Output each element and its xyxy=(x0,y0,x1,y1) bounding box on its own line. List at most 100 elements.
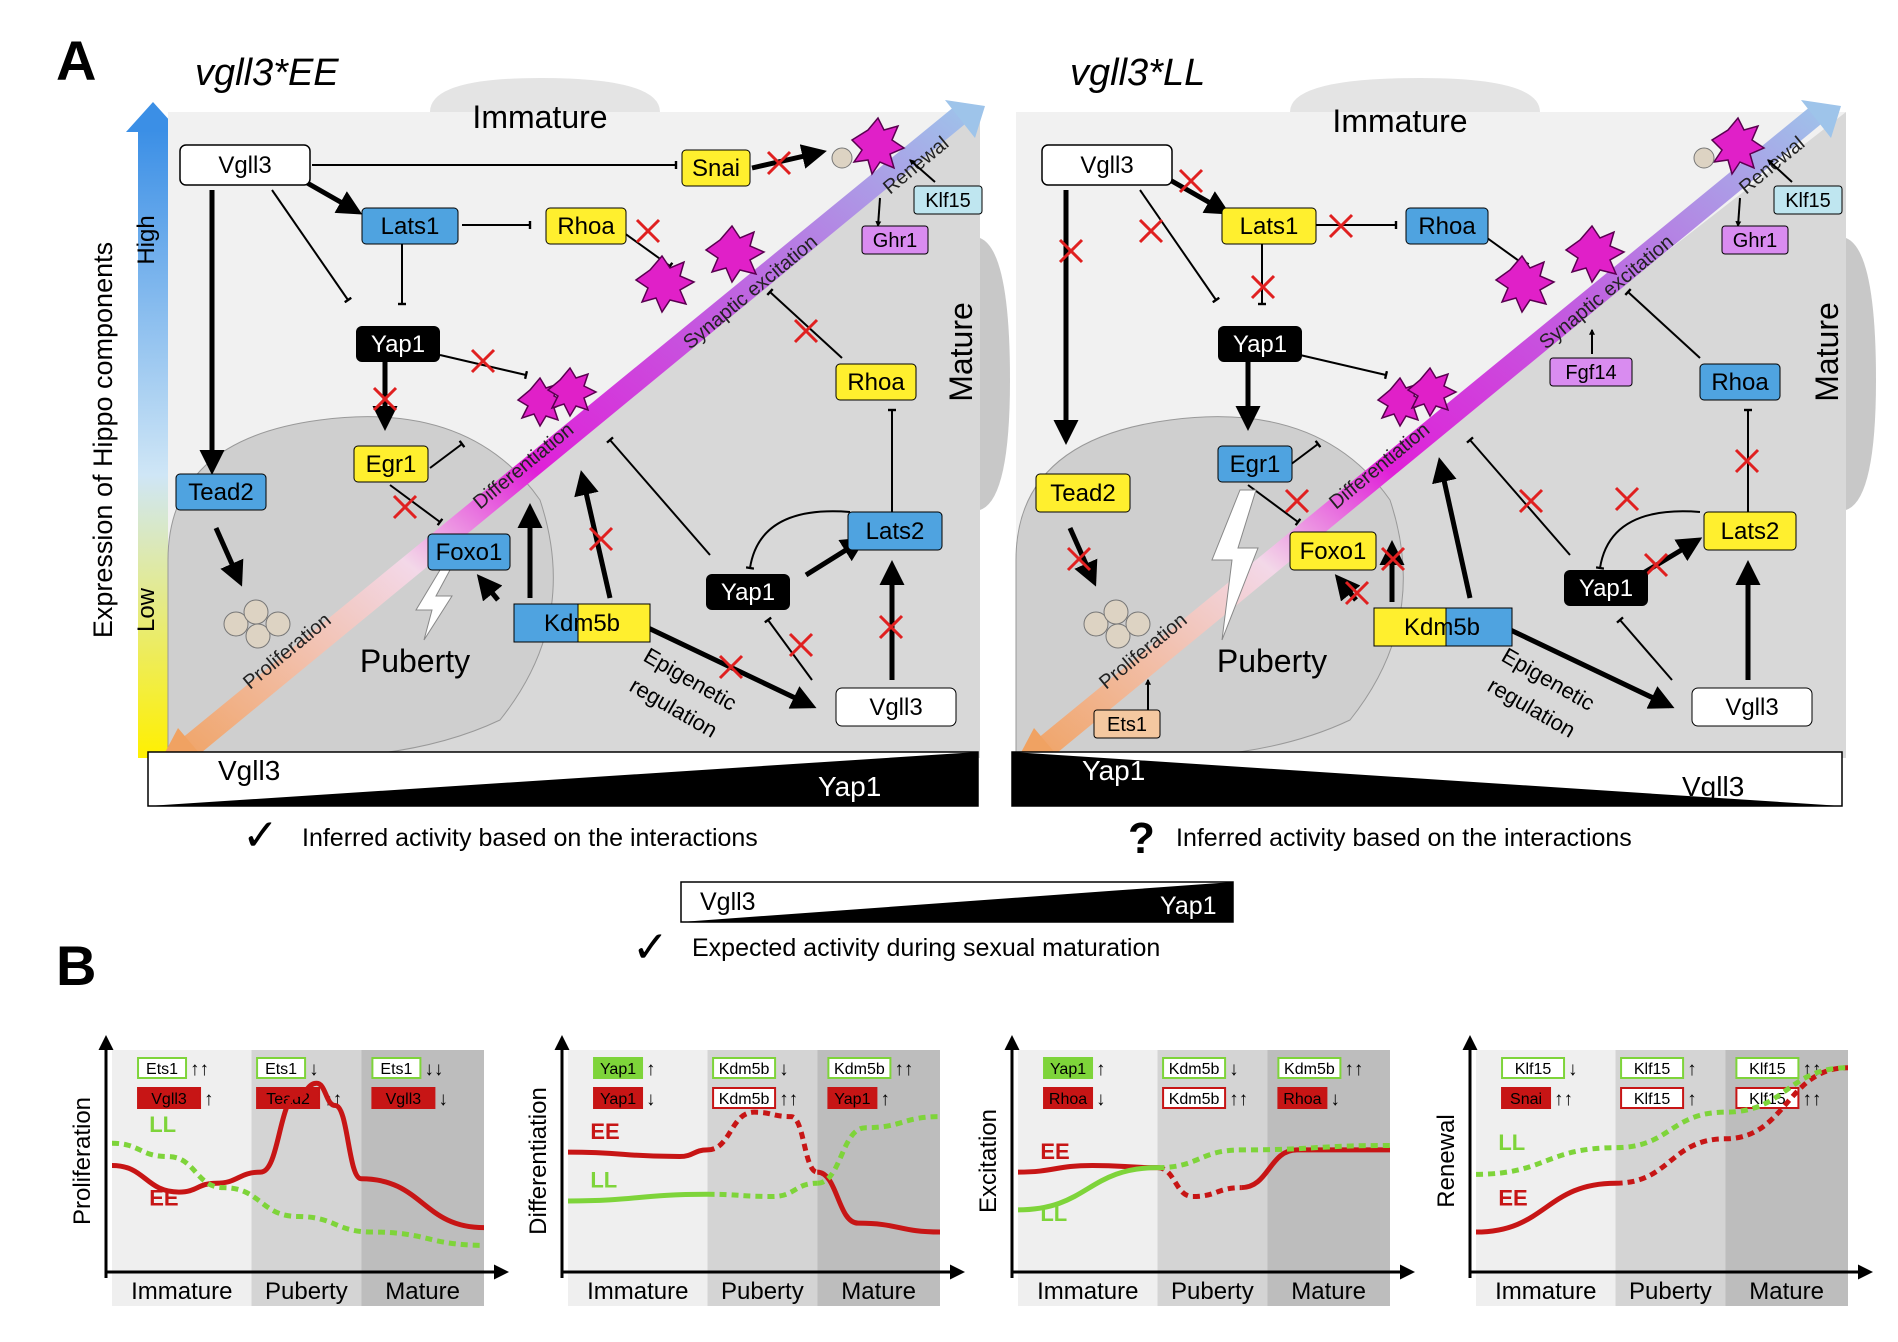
center-caption: Expected activity during sexual maturati… xyxy=(692,934,1160,962)
gene-tag-label: Klf15 xyxy=(1634,1061,1671,1078)
gene-tag xyxy=(593,1087,644,1109)
right-caption: Inferred activity based on the interacti… xyxy=(1176,824,1632,852)
left-node-kdm5b: Kdm5b xyxy=(513,603,651,643)
svg-text:Egr1: Egr1 xyxy=(366,451,417,478)
left-nodes: Vgll3 Snai Lats1 Rhoa Yap1 Egr1 Tead2 Fo… xyxy=(175,144,983,727)
svg-text:Kdm5b: Kdm5b xyxy=(1404,614,1480,641)
gene-tag-label: Kdm5b xyxy=(719,1061,770,1078)
y-axis-high: High xyxy=(133,215,160,264)
trend-arrow: ↓ xyxy=(438,1089,448,1110)
svg-text:Ets1: Ets1 xyxy=(1107,714,1147,736)
gene-tag xyxy=(1620,1087,1685,1109)
trend-arrow: ↑↑ xyxy=(190,1059,209,1080)
gene-tag-label: Ets1 xyxy=(146,1061,178,1078)
left-node-yap1-top: Yap1 xyxy=(356,326,440,362)
svg-text:Foxo1: Foxo1 xyxy=(436,539,503,566)
trend-arrow: ↑↑ xyxy=(1344,1059,1363,1080)
trend-arrow: ↑ xyxy=(1687,1059,1697,1080)
svg-text:Tead2: Tead2 xyxy=(1050,480,1115,507)
gene-tag xyxy=(256,1057,307,1079)
panel-b-plot-3: Immature Puberty Mature Excitation Yap1 ↑ Kdm5… xyxy=(975,1035,1415,1306)
ee-label: EE xyxy=(590,1119,619,1144)
svg-text:Yap1: Yap1 xyxy=(371,331,425,358)
gene-tag-label: Vgll3 xyxy=(386,1091,422,1108)
left-node-lats2: Lats2 xyxy=(847,511,943,551)
svg-text:Yap1: Yap1 xyxy=(1082,755,1145,786)
ll-label: LL xyxy=(149,1112,176,1137)
svg-text:Yap1: Yap1 xyxy=(1579,575,1633,602)
gene-tag-label: Kdm5b xyxy=(834,1061,885,1078)
gene-tag xyxy=(1735,1087,1800,1109)
trend-arrow: ↓ xyxy=(779,1059,789,1080)
svg-text:Snai: Snai xyxy=(692,155,740,182)
gene-tag xyxy=(137,1057,188,1079)
gene-tag xyxy=(1162,1057,1227,1079)
gene-tag-label: Rhoa xyxy=(1283,1091,1321,1108)
right-mature-label: Mature xyxy=(1809,302,1845,402)
center-wedge-bar: Vgll3 Yap1 xyxy=(680,881,1234,923)
y-axis-label: Expression of Hippo components xyxy=(88,242,118,638)
right-node-tead2: Tead2 xyxy=(1035,473,1131,513)
stage-label: Puberty xyxy=(265,1278,348,1305)
stage-label: Puberty xyxy=(1171,1278,1254,1305)
right-node-egr1: Egr1 xyxy=(1217,445,1293,483)
ee-curve xyxy=(1157,1165,1242,1200)
stage-label: Mature xyxy=(1291,1278,1366,1305)
y-axis-low: Low xyxy=(133,587,160,632)
ll-curve xyxy=(707,1180,818,1200)
left-node-ghr1: Ghr1 xyxy=(861,225,929,255)
trend-arrow: ↑↑ xyxy=(894,1059,913,1080)
right-node-yap1-bottom: Yap1 xyxy=(1564,570,1648,606)
svg-text:Yap1: Yap1 xyxy=(721,579,775,606)
gene-tag xyxy=(1501,1087,1552,1109)
trend-arrow: ↓ xyxy=(1229,1059,1239,1080)
svg-text:Rhoa: Rhoa xyxy=(847,369,905,396)
right-node-lats1: Lats1 xyxy=(1221,207,1317,245)
gene-tag-label: Kdm5b xyxy=(719,1091,770,1108)
trend-arrow: ↑ xyxy=(204,1089,214,1110)
panel-b-letter: B xyxy=(56,934,96,997)
gene-tag-label: Snai xyxy=(1510,1091,1542,1108)
y-axis-label: Differentiation xyxy=(525,1087,552,1235)
right-puberty-label: Puberty xyxy=(1217,643,1327,679)
right-node-vgll3-top: Vgll3 xyxy=(1041,144,1173,186)
ll-label: LL xyxy=(1498,1130,1525,1155)
svg-text:Rhoa: Rhoa xyxy=(1418,213,1476,240)
stage-label: Immature xyxy=(587,1278,688,1305)
stage-label: Mature xyxy=(841,1278,916,1305)
trend-arrow: ↑↑ xyxy=(1802,1089,1821,1110)
ee-curve xyxy=(1475,1180,1616,1235)
svg-text:Yap1: Yap1 xyxy=(1233,331,1287,358)
right-wedge-bar: Yap1 Vgll3 xyxy=(1011,751,1843,807)
svg-text:Rhoa: Rhoa xyxy=(1711,369,1769,396)
right-question: ? xyxy=(1128,814,1155,863)
right-edges xyxy=(1053,159,1793,712)
stage-label: Mature xyxy=(385,1278,460,1305)
left-inhibition-marks xyxy=(372,150,904,680)
svg-text:Lats2: Lats2 xyxy=(1721,518,1780,545)
gene-tag xyxy=(1277,1087,1328,1109)
svg-text:Klf15: Klf15 xyxy=(1785,190,1831,212)
y-axis-label: Excitation xyxy=(975,1109,1002,1213)
gene-tag xyxy=(827,1087,878,1109)
gene-tag-label: Klf15 xyxy=(1634,1091,1671,1108)
left-immature-label: Immature xyxy=(472,99,607,135)
left-node-snai: Snai xyxy=(681,149,751,187)
left-node-lats1: Lats1 xyxy=(361,207,459,245)
ee-curve xyxy=(1615,1065,1849,1186)
y-axis-label: Renewal xyxy=(1433,1114,1460,1207)
trend-arrow: ↓ xyxy=(646,1089,656,1110)
gene-tag-label: Yap1 xyxy=(1050,1061,1086,1078)
left-cells xyxy=(223,116,906,649)
right-lightning-icon xyxy=(1211,489,1259,641)
left-node-foxo1: Foxo1 xyxy=(427,533,511,571)
y-gradient-bar xyxy=(138,130,168,758)
svg-text:Lats1: Lats1 xyxy=(381,213,440,240)
gene-tag-label: Klf15 xyxy=(1749,1061,1786,1078)
ee-label: EE xyxy=(1040,1139,1069,1164)
svg-text:Tead2: Tead2 xyxy=(188,479,253,506)
gene-tag xyxy=(137,1087,202,1109)
ll-curve xyxy=(111,1140,485,1248)
